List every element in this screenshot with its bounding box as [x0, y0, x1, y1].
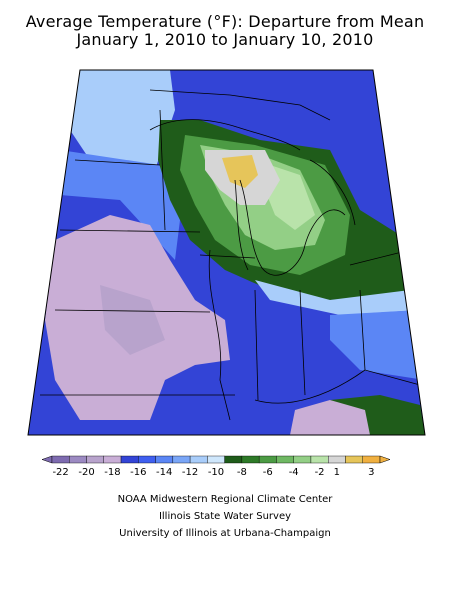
legend-swatches	[41, 455, 391, 464]
legend-swatch	[138, 455, 156, 464]
legend-swatch	[258, 455, 277, 464]
legend-tick-labels: -22 -20 -18 -16 -14 -12 -10 -8 -6 -4 -2 1 3	[52, 467, 374, 478]
legend-swatch	[310, 455, 329, 464]
illinois-west-border	[208, 249, 231, 421]
region-lavender-southeast	[290, 400, 375, 435]
legend-swatch	[103, 455, 122, 464]
legend-tick-label: -22	[52, 467, 68, 478]
legend-tick-label: -4	[289, 467, 299, 478]
legend-swatch	[224, 455, 243, 464]
lake-michigan-shore	[234, 179, 249, 271]
illinois-east-border	[254, 289, 259, 401]
region-green-southeast	[330, 395, 425, 435]
region-light-blue-front	[255, 280, 420, 315]
canada-border	[149, 89, 331, 121]
map-title-line2: January 1, 2010 to January 10, 2010	[76, 30, 374, 49]
credit-isws: Illinois State Water Survey	[158, 511, 292, 522]
iowa-bottom-border	[54, 309, 211, 313]
region-orange-warm-spot	[222, 155, 258, 188]
michigan-outline	[239, 179, 346, 276]
boundary-lines	[40, 89, 421, 421]
wisconsin-south-border	[199, 254, 256, 259]
iowa-top-border	[59, 229, 201, 233]
legend-arrow-right	[379, 455, 391, 464]
legend-swatch	[155, 455, 174, 464]
credit-university: University of Illinois at Urbana-Champai…	[119, 528, 331, 539]
legend-tick-label: -16	[130, 467, 146, 478]
legend-swatch	[328, 455, 346, 464]
legend-tick-label: 1	[334, 467, 340, 478]
legend-tick-label: -20	[78, 467, 94, 478]
region-lavender-dark-patch	[100, 285, 165, 355]
legend-tick-label: 3	[368, 467, 374, 478]
legend-swatch	[69, 455, 87, 464]
legend-swatch	[345, 455, 363, 464]
legend-swatch	[86, 455, 104, 464]
legend-swatch	[189, 455, 208, 464]
legend-swatch	[362, 455, 381, 464]
legend-tick-label: -12	[182, 467, 198, 478]
minnesota-border	[159, 109, 166, 231]
legend-tick-label: -18	[104, 467, 120, 478]
kentucky-border	[254, 369, 421, 404]
region-light-blue-northwest	[70, 70, 175, 170]
legend-tick-label: -2	[315, 467, 325, 478]
legend-swatch	[241, 455, 260, 464]
legend-swatch	[172, 455, 191, 464]
region-mid-blue-east	[330, 310, 425, 380]
legend-swatch	[51, 455, 70, 464]
legend-swatch	[276, 455, 294, 464]
lake-superior-outline	[149, 119, 301, 151]
legend-arrow-left	[41, 455, 53, 464]
legend-swatch	[120, 455, 139, 464]
legend-tick-label: -14	[156, 467, 172, 478]
ohio-east-border	[359, 289, 366, 371]
credit-noaa: NOAA Midwestern Regional Climate Center	[117, 494, 333, 505]
legend-tick-label: -6	[263, 467, 273, 478]
map-frame	[27, 69, 426, 436]
legend-swatch	[293, 455, 312, 464]
map-title-line1: Average Temperature (°F): Departure from…	[25, 12, 425, 31]
lake-huron-outline	[309, 159, 356, 226]
legend-tick-label: -10	[208, 467, 224, 478]
indiana-east-border	[299, 289, 306, 396]
legend-tick-label: -8	[237, 467, 247, 478]
legend-swatch	[207, 455, 225, 464]
dakota-border	[74, 159, 161, 166]
